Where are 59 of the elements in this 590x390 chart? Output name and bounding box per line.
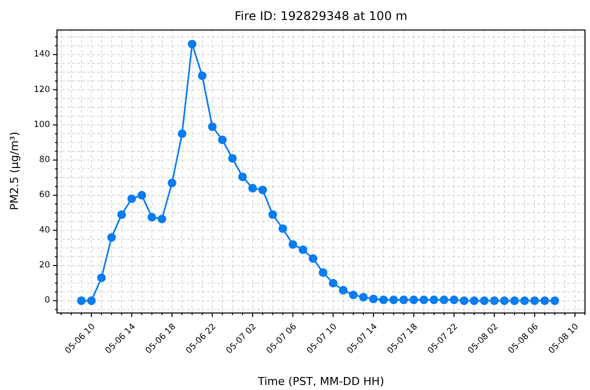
chart-title: Fire ID: 192829348 at 100 m [234,9,408,23]
point [137,190,146,200]
y-tick-label: 100 [34,120,50,130]
point [218,136,227,144]
point [288,240,298,249]
point [238,172,247,182]
point [308,254,318,263]
point [168,178,176,188]
point [318,268,328,277]
point [97,274,106,282]
point [107,233,116,242]
y-tick-label: 20 [39,260,50,271]
point [480,296,489,305]
point [228,154,237,163]
point [198,71,207,80]
point [278,224,288,233]
y-axis-title: PM2.5 (µg/m³) [8,132,21,210]
point [500,296,509,305]
y-tick-label: 60 [39,190,50,200]
point [258,186,267,194]
point [338,286,348,294]
point [530,296,539,305]
y-tick-label: 40 [39,225,50,236]
point [540,296,550,305]
point [389,296,398,304]
point [520,296,529,305]
point [379,296,388,304]
point [450,296,458,304]
point [298,245,308,254]
point [117,210,126,219]
point [127,194,136,204]
point [77,296,86,305]
point [510,296,519,305]
point [208,122,217,131]
point [490,296,499,305]
point [87,296,96,305]
x-axis-title: Time (PST, MM-DD HH) [256,375,384,388]
point [188,40,196,48]
y-tick-label: 0 [44,296,50,306]
point [460,296,468,305]
point [409,296,418,304]
point [268,210,278,219]
point [440,296,448,304]
point [369,294,378,304]
point [470,296,478,305]
point [430,296,438,304]
y-tick-label: 120 [34,84,50,95]
y-tick-label: 140 [34,50,50,60]
point [399,296,408,304]
point [359,292,368,302]
point [420,296,428,304]
point [349,290,358,300]
point [248,184,257,192]
y-tick-label: 80 [39,155,50,166]
point [158,214,166,224]
point [550,296,560,305]
point [328,278,338,288]
point [178,129,186,138]
point [148,212,156,222]
